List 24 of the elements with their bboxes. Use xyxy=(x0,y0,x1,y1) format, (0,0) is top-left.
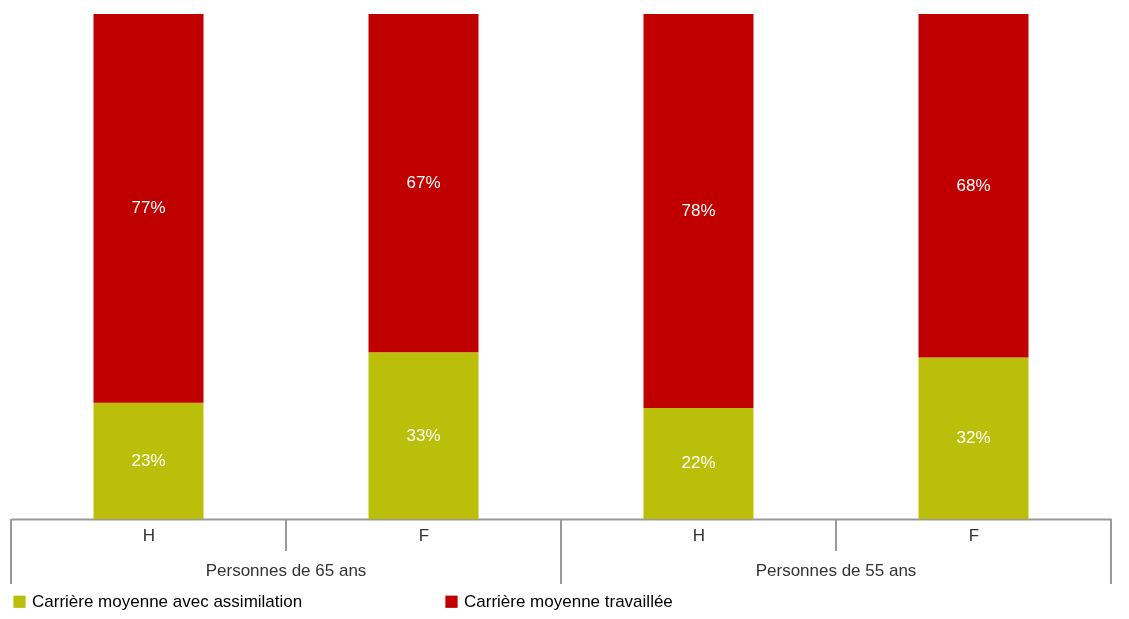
data-label: 68% xyxy=(956,175,991,195)
data-label: 23% xyxy=(131,450,166,470)
data-label: 78% xyxy=(681,200,716,220)
bar xyxy=(93,14,204,403)
text: Personnes de 55 ans xyxy=(755,561,917,580)
legend-label: Carrière moyenne travaillée xyxy=(464,591,673,611)
x-tick-label: H xyxy=(692,525,706,545)
bar xyxy=(643,14,754,408)
bar xyxy=(368,352,479,519)
data-label: 77% xyxy=(131,198,166,218)
x-tick-label: F xyxy=(418,525,430,545)
data-label: 32% xyxy=(956,428,991,448)
bar xyxy=(368,14,479,353)
data-label: 22% xyxy=(681,453,716,473)
bar xyxy=(918,14,1029,358)
bar xyxy=(643,407,754,519)
bar xyxy=(918,357,1029,519)
bar xyxy=(93,402,204,519)
data-label: 67% xyxy=(406,173,441,193)
x-tick-label: F xyxy=(968,525,980,545)
legend-label: Carrière moyenne avec assimilation xyxy=(32,591,303,611)
text: Personnes de 65 ans xyxy=(205,561,367,580)
x-tick-label: H xyxy=(142,525,156,545)
data-label: 33% xyxy=(406,425,441,445)
